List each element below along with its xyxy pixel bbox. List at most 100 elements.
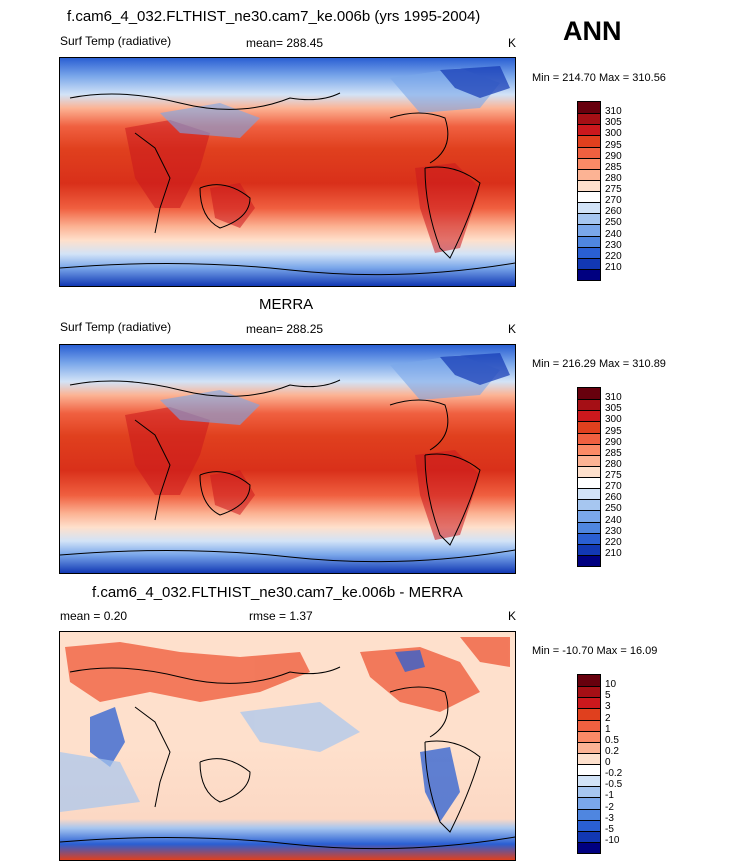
colorbar-tick-label: 260: [605, 206, 622, 218]
colorbar-tick-label: 280: [605, 172, 622, 184]
map-model: [59, 57, 516, 287]
colorbar-tick-label: 250: [605, 503, 622, 515]
season-label: ANN: [563, 16, 622, 46]
colorbar-model-boxes: [578, 102, 600, 280]
colorbar-box: [578, 202, 600, 214]
colorbar-tick-label: 0.5: [605, 734, 619, 746]
panel-units-obs: K: [508, 322, 517, 336]
colorbar-box: [578, 157, 600, 169]
colorbar-box: [578, 135, 600, 147]
colorbar-box: [578, 488, 600, 500]
colorbar-tick-label: 275: [605, 184, 622, 195]
panel-title-obs: MERRA: [259, 296, 314, 313]
colorbar-tick-label: 220: [605, 536, 622, 548]
colorbar-tick-label: 1: [605, 723, 611, 735]
panel-mean-label-diff: mean = 0.20: [60, 609, 128, 623]
panel-variable-label-obs: Surf Temp (radiative): [60, 320, 172, 334]
colorbar-tick-label: 280: [605, 458, 622, 470]
colorbar-box: [578, 179, 600, 191]
colorbar-tick-label: 240: [605, 514, 622, 526]
colorbar-tick-label: -5: [605, 823, 614, 835]
panel-mean-label-obs: mean= 288.25: [246, 322, 324, 336]
colorbar-box: [578, 819, 600, 831]
colorbar-box: [578, 191, 600, 203]
colorbar-tick-label: 270: [605, 195, 622, 207]
panel-rmse-label-diff: rmse = 1.37: [249, 609, 313, 623]
colorbar-tick-label: 240: [605, 228, 622, 240]
colorbar-tick-label: 3: [605, 701, 611, 713]
colorbar-box: [578, 830, 600, 842]
colorbar-box: [578, 775, 600, 787]
colorbar-box: [578, 443, 600, 455]
colorbar-tick-label: -1: [605, 790, 614, 802]
colorbar-tick-label: 290: [605, 150, 622, 162]
colorbar-tick-label: -0.2: [605, 768, 623, 780]
colorbar-box: [578, 532, 600, 544]
colorbar-tick-label: 230: [605, 525, 622, 537]
colorbar-tick-label: 0.2: [605, 745, 619, 757]
colorbar-tick-label: 260: [605, 492, 622, 504]
colorbar-tick-label: 305: [605, 117, 622, 129]
colorbar-model: [577, 101, 601, 281]
colorbar-box: [578, 499, 600, 511]
panel-units-model: K: [508, 36, 517, 50]
colorbar-tick-label: 300: [605, 128, 622, 140]
colorbar-box: [578, 510, 600, 522]
colorbar-tick-label: 270: [605, 481, 622, 493]
panel-variable-label-model: Surf Temp (radiative): [60, 34, 172, 48]
colorbar-tick-label: -3: [605, 812, 614, 824]
colorbar-tick-label: -10: [605, 834, 620, 846]
colorbar-tick-label: 300: [605, 414, 622, 426]
colorbar-box: [578, 410, 600, 422]
colorbar-tick-label: 285: [605, 447, 622, 459]
colorbar-box: [578, 421, 600, 433]
colorbar-box: [578, 741, 600, 753]
colorbar-box: [578, 235, 600, 247]
colorbar-box: [578, 786, 600, 798]
colorbar-box: [578, 168, 600, 180]
colorbar-box: [578, 124, 600, 136]
colorbar-box: [578, 246, 600, 258]
colorbar-tick-label: 210: [605, 261, 622, 273]
colorbar-box: [578, 213, 600, 225]
panel-mean-label-model: mean= 288.45: [246, 36, 324, 50]
colorbar-tick-label: 0: [605, 757, 611, 768]
colorbar-box: [578, 808, 600, 820]
colorbar-tick-label: 230: [605, 239, 622, 251]
colorbar-box: [578, 465, 600, 477]
colorbar-box: [578, 224, 600, 236]
colorbar-box: [578, 730, 600, 742]
colorbar-tick-label: 305: [605, 403, 622, 415]
colorbar-obs: [577, 387, 601, 567]
colorbar-box: [578, 797, 600, 809]
map-obs: [59, 344, 516, 574]
panel-title-model: f.cam6_4_032.FLTHIST_ne30.cam7_ke.006b (…: [67, 8, 481, 25]
colorbar-box: [578, 764, 600, 776]
colorbar-tick-label: 295: [605, 139, 622, 151]
colorbar-tick-label: 275: [605, 470, 622, 481]
colorbar-tick-label: 2: [605, 712, 611, 724]
colorbar-box: [578, 752, 600, 764]
colorbar-tick-label: -0.5: [605, 779, 623, 791]
colorbar-box: [578, 454, 600, 466]
colorbar-box: [578, 521, 600, 533]
colorbar-box: [578, 268, 600, 280]
colorbar-diff-boxes: [578, 675, 600, 853]
colorbar-box: [578, 432, 600, 444]
colorbar-box: [578, 388, 600, 400]
colorbar-box: [578, 708, 600, 720]
colorbar-box: [578, 477, 600, 489]
colorbar-box: [578, 554, 600, 566]
map-diff: [59, 631, 516, 861]
panel-minmax-model: Min = 214.70 Max = 310.56: [532, 72, 666, 84]
colorbar-tick-label: 310: [605, 392, 622, 404]
colorbar-tick-label: -2: [605, 801, 614, 813]
colorbar-box: [578, 146, 600, 158]
colorbar-tick-label: 210: [605, 547, 622, 559]
colorbar-box: [578, 543, 600, 555]
colorbar-tick-label: 10: [605, 679, 617, 691]
colorbar-box: [578, 697, 600, 709]
panel-minmax-obs: Min = 216.29 Max = 310.89: [532, 358, 666, 370]
colorbar-box: [578, 399, 600, 411]
colorbar-diff: [577, 674, 601, 854]
